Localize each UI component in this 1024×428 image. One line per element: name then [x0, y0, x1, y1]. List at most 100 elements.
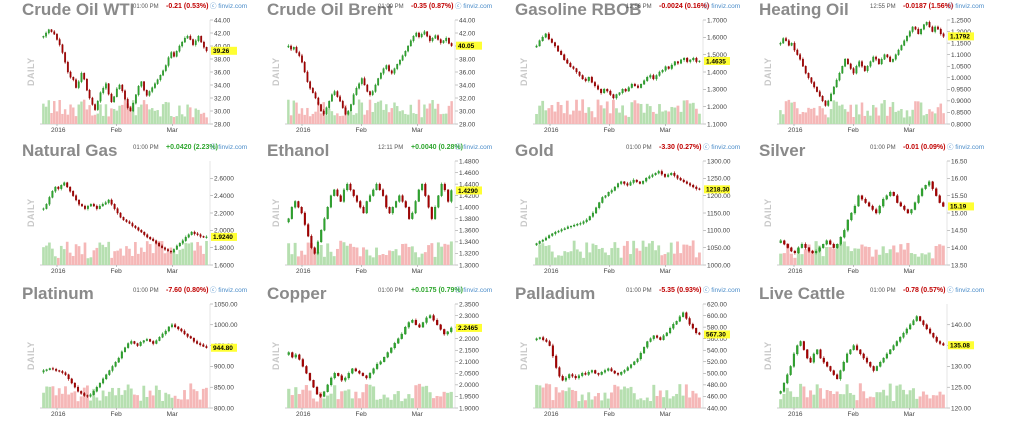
candle [649, 73, 652, 79]
candle [199, 233, 202, 239]
y-tick-label: 1.4600 [459, 170, 479, 177]
candle [551, 343, 554, 358]
volume-bar [832, 248, 836, 265]
volume-bar [71, 256, 75, 265]
volume-bar [303, 254, 307, 265]
volume-bar [308, 390, 312, 408]
y-tick-label: 1.6000 [214, 262, 234, 269]
candle [790, 42, 793, 47]
volume-bar [818, 245, 822, 265]
candle [829, 365, 832, 373]
candle [669, 326, 672, 335]
y-tick-label: 32.00 [214, 95, 231, 102]
volume-bar [439, 114, 442, 124]
volume-bar [313, 248, 317, 265]
chart-panel-palladium: Palladium 01:00 PM -5.35 (0.93%) ⓒ finviz.c… [513, 284, 758, 426]
y-tick-label: 30.00 [459, 108, 476, 115]
candle [393, 67, 396, 75]
quote-time: 12:56 PM [626, 4, 652, 10]
volume-bar [114, 395, 118, 408]
volume-bar [835, 391, 839, 408]
y-tick-label: 42.00 [459, 30, 476, 37]
volume-bar [898, 384, 902, 408]
volume-bar [871, 104, 875, 124]
volume-bar [875, 392, 879, 408]
candle [50, 28, 53, 33]
volume-bar [156, 110, 159, 124]
brand-watermark: ⓒ finviz.com [210, 143, 247, 151]
candle [620, 371, 623, 376]
candle [582, 220, 585, 225]
volume-bar [661, 111, 664, 124]
y-tick-label: 38.00 [459, 56, 476, 63]
candle [180, 327, 183, 333]
candle [787, 39, 790, 47]
candle [443, 328, 446, 336]
y-tick-label: 1050.00 [707, 245, 731, 252]
candle [393, 341, 396, 350]
candle [107, 198, 110, 205]
candle [942, 201, 945, 208]
candle [313, 246, 316, 255]
candle [541, 35, 544, 42]
candle [325, 106, 328, 116]
candle [57, 185, 60, 191]
candle [412, 35, 415, 43]
volume-bar [117, 387, 121, 408]
volume-bar [613, 384, 617, 408]
y-tick-label: 1.2000 [951, 29, 971, 36]
volume-bar [425, 108, 429, 124]
volume-bar [137, 107, 140, 124]
volume-bar [145, 241, 149, 265]
candle [892, 58, 894, 63]
volume-bar [70, 392, 74, 408]
volume-bar [379, 398, 383, 408]
volume-bar [172, 250, 176, 265]
volume-bar [202, 253, 205, 265]
candle [566, 58, 569, 65]
y-tick-label: 2.3500 [459, 301, 479, 308]
candle [183, 329, 186, 336]
candle [931, 25, 934, 33]
candle [67, 373, 70, 381]
candle [905, 327, 908, 335]
volume-bar [384, 255, 388, 265]
candle [120, 350, 123, 360]
volume-bar [385, 104, 388, 124]
volume-bar [819, 388, 822, 408]
x-tick-label: 2016 [544, 268, 559, 275]
volume-bar [86, 258, 90, 265]
volume-bar [810, 250, 815, 265]
volume-bar [300, 250, 304, 265]
candle [365, 374, 368, 380]
volume-bar [908, 390, 912, 408]
volume-bar [688, 245, 692, 265]
candle [832, 86, 835, 96]
candle [448, 37, 450, 45]
candle [110, 198, 113, 206]
volume-bar [82, 99, 86, 124]
candle [832, 242, 835, 249]
volume-bar [51, 248, 54, 265]
candle [431, 37, 434, 43]
volume-bar [807, 244, 811, 265]
volume-bar [593, 117, 597, 124]
candle [818, 89, 821, 98]
candle [139, 340, 142, 347]
volume-bar [93, 114, 97, 124]
volume-bar [205, 240, 208, 265]
volume-bar [584, 112, 588, 124]
volume-bar [449, 241, 453, 265]
volume-bar [544, 110, 548, 124]
candle [421, 183, 424, 192]
candle [849, 62, 852, 71]
volume-bar [170, 116, 173, 124]
candle [813, 80, 816, 89]
brand-watermark: ⓒ finviz.com [455, 143, 492, 151]
volume-bar [815, 115, 819, 124]
candle [903, 39, 906, 47]
candle [148, 90, 151, 97]
candle [161, 332, 164, 339]
timeframe-label: DAILY [271, 57, 281, 86]
volume-bar [80, 254, 84, 265]
